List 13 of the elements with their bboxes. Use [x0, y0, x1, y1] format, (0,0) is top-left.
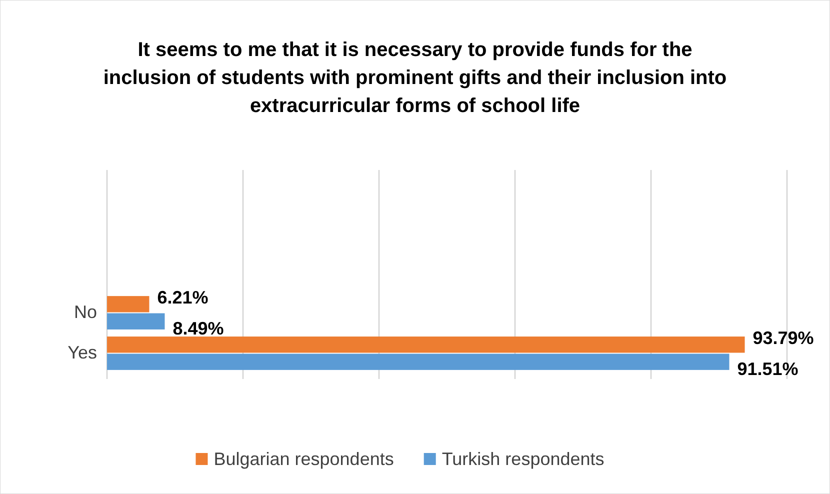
data-label: 91.51%: [737, 359, 798, 380]
bar: [107, 296, 150, 312]
legend-label: Turkish respondents: [442, 448, 604, 469]
bar: [107, 336, 745, 353]
chart-title: It seems to me that it is necessary to provide funds for the inclusion of students with prominent gifts and their inclusion into extracurricular forms of school life: [103, 39, 727, 117]
bar: [107, 313, 165, 330]
bar: [107, 354, 730, 370]
data-label: 93.79%: [752, 328, 814, 348]
legend-label: Bulgarian respondents: [214, 448, 394, 469]
y-tick-label: Yes: [68, 342, 97, 362]
y-tick-label: No: [74, 302, 97, 322]
data-label: 8.49%: [172, 318, 224, 339]
data-label: 6.21%: [157, 287, 208, 308]
